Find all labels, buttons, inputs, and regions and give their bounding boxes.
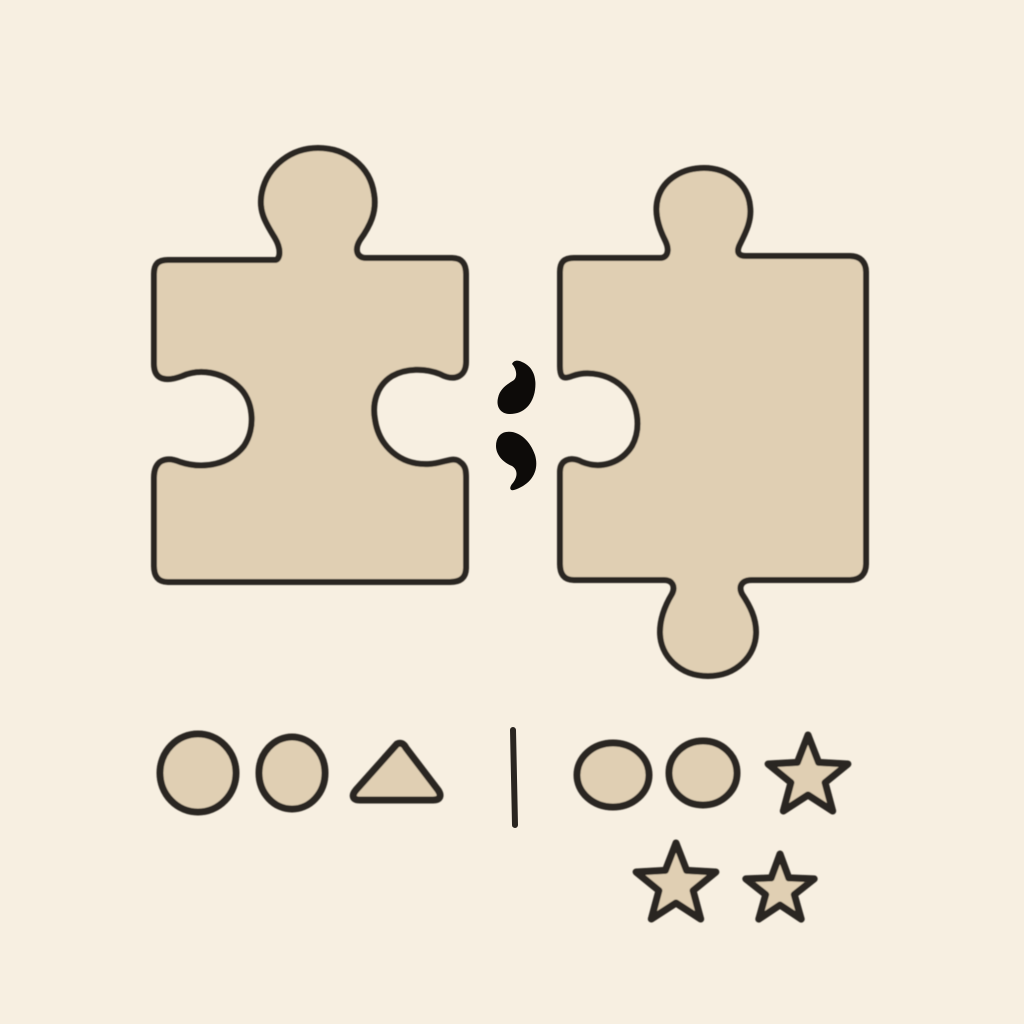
semicolon-dot <box>497 360 536 414</box>
circle-icon-2 <box>255 733 329 813</box>
star-icon-1 <box>764 731 852 815</box>
triangle-icon <box>349 739 444 804</box>
star-icon-2 <box>632 839 720 923</box>
vertical-bar-icon <box>510 727 518 828</box>
right-puzzle-piece-icon <box>557 165 869 679</box>
circle-icon-4 <box>665 737 741 809</box>
circle-icon-1 <box>156 730 240 816</box>
star-icon-3 <box>742 850 818 923</box>
circle-icon-3 <box>573 739 653 811</box>
semicolon-icon <box>496 360 537 491</box>
left-puzzle-piece-icon <box>151 145 469 585</box>
semicolon-comma <box>496 431 537 491</box>
